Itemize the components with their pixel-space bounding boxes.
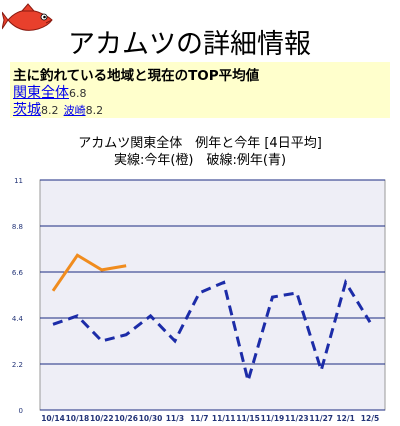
x-tick-label: 10/14 [41,414,65,423]
x-tick-label: 10/22 [90,414,114,423]
x-tick-label: 10/30 [139,414,163,423]
region-link[interactable]: 波崎 [63,104,86,117]
region-value: 6.8 [69,87,87,100]
y-tick-label: 6.6 [12,269,24,277]
x-tick-label: 11/3 [166,414,184,423]
x-tick-label: 11/23 [285,414,309,423]
x-tick-label: 11/7 [190,414,208,423]
chart: アカムツ関東全体 例年と今年 [4日平均] 実線:今年(橙) 破線:例年(青) … [12,135,386,423]
x-tick-label: 12/1 [336,414,354,423]
summary-row: 関東全体6.8 [13,82,87,102]
y-tick-label: 4.4 [12,315,24,323]
x-tick-label: 12/5 [361,414,379,423]
fish-icon [2,3,53,31]
x-tick-label: 11/27 [309,414,333,423]
summary-row: 茨城8.2 波崎8.2 [13,99,103,119]
y-tick-label: 11 [14,177,23,185]
x-tick-label: 10/18 [66,414,90,423]
series-line [51,253,127,292]
chart-subtitle: 実線:今年(橙) 破線:例年(青) [114,152,286,168]
x-tick-label: 10/26 [114,414,138,423]
region-value: 8.2 [85,104,104,117]
region-link[interactable]: 関東全体 [13,85,69,101]
page-title: アカムツの詳細情報 [68,29,311,60]
plot-area [39,179,386,411]
summary-box: 主に釣れている地域と現在のTOP平均値 関東全体6.8 茨城8.2 波崎8.2 [10,62,390,118]
x-tick-label: 11/15 [236,414,260,423]
summary-heading: 主に釣れている地域と現在のTOP平均値 [13,68,260,84]
series-line [52,278,372,387]
chart-title: アカムツ関東全体 例年と今年 [4日平均] [78,135,322,151]
region-link[interactable]: 茨城 [13,102,41,118]
x-tick-label: 11/11 [212,414,236,423]
region-value: 8.2 [41,104,59,117]
y-tick-label: 0 [19,407,23,415]
x-tick-label: 11/19 [261,414,285,423]
y-tick-label: 8.8 [12,223,23,231]
y-tick-label: 2.2 [12,361,23,369]
